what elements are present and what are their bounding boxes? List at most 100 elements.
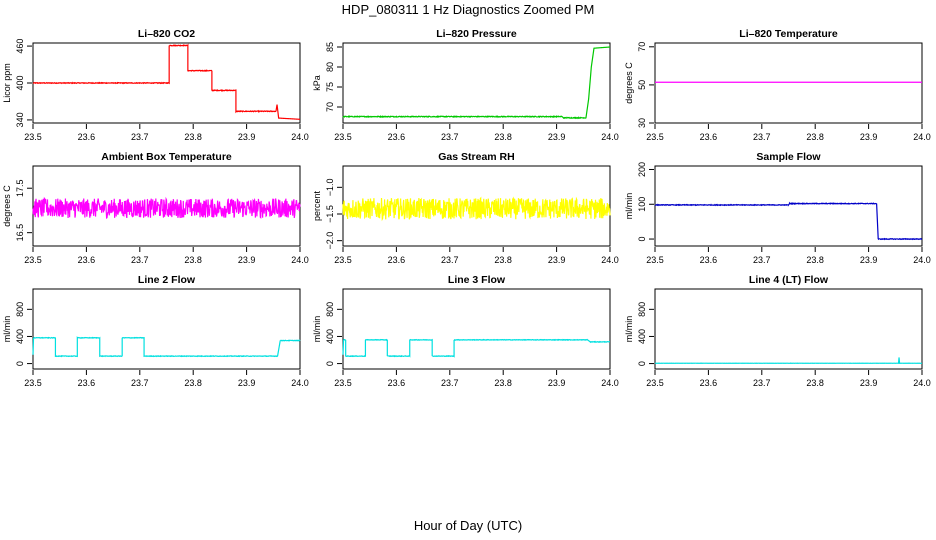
x-tick-label: 23.5 bbox=[334, 132, 352, 142]
y-tick-label: 80 bbox=[325, 62, 335, 72]
chart-panel-1: Li–820 CO2 Licor ppm 23.5 23.6 23.7 23.8 23.9 2… bbox=[2, 28, 309, 142]
x-tick-label: 23.6 bbox=[700, 378, 718, 388]
x-tick-label: 23.6 bbox=[78, 132, 96, 142]
x-tick-label: 23.6 bbox=[388, 378, 406, 388]
plot-frame bbox=[32, 288, 301, 370]
x-tick-label: 24.0 bbox=[601, 378, 619, 388]
y-axis-label: ml/min bbox=[624, 193, 634, 220]
y-tick-label: −1.5 bbox=[325, 205, 335, 223]
x-tick-label: 23.8 bbox=[806, 255, 824, 265]
x-tick-label: 23.6 bbox=[78, 255, 96, 265]
y-tick-label: 70 bbox=[325, 102, 335, 112]
data-series-line bbox=[32, 336, 301, 358]
y-tick-label: 0 bbox=[637, 237, 647, 242]
x-tick-label: 23.9 bbox=[548, 132, 566, 142]
x-tick-label: 23.6 bbox=[78, 378, 96, 388]
x-tick-label: 23.5 bbox=[24, 255, 42, 265]
panel-title: Line 3 Flow bbox=[448, 274, 506, 286]
y-tick-label: 50 bbox=[637, 80, 647, 90]
y-tick-label: −1.0 bbox=[325, 178, 335, 196]
x-tick-label: 23.8 bbox=[184, 132, 202, 142]
y-axis-label: degrees C bbox=[2, 185, 12, 227]
plot-frame bbox=[654, 165, 923, 247]
y-tick-label: −2.0 bbox=[325, 232, 335, 250]
chart-panel-4: Ambient Box Temperature degrees C 23.5 23.6… bbox=[2, 151, 309, 265]
y-tick-label: 400 bbox=[15, 75, 25, 90]
figure-title: HDP_080311 1 Hz Diagnostics Zoomed PM bbox=[341, 2, 595, 17]
data-series-line bbox=[32, 43, 301, 120]
chart-panel-3: Li–820 Temperature degrees C 23.5 23.6 23.7 2… bbox=[624, 28, 931, 142]
x-tick-label: 23.7 bbox=[441, 255, 459, 265]
data-series-line bbox=[32, 196, 301, 219]
x-tick-label: 23.5 bbox=[334, 255, 352, 265]
x-tick-label: 24.0 bbox=[291, 255, 309, 265]
y-axis-label: Licor ppm bbox=[2, 63, 12, 103]
y-axis-label: degrees C bbox=[624, 62, 634, 104]
y-tick-label: 200 bbox=[637, 162, 647, 177]
y-tick-label: 400 bbox=[325, 329, 335, 344]
plot-frame bbox=[654, 42, 923, 124]
y-tick-label: 800 bbox=[325, 302, 335, 317]
data-series-line bbox=[654, 201, 923, 241]
x-tick-label: 23.7 bbox=[753, 132, 771, 142]
y-tick-label: 100 bbox=[637, 197, 647, 212]
x-tick-label: 23.7 bbox=[753, 378, 771, 388]
y-tick-label: 400 bbox=[637, 329, 647, 344]
y-tick-label: 400 bbox=[15, 329, 25, 344]
x-tick-label: 23.8 bbox=[806, 132, 824, 142]
y-tick-label: 16.5 bbox=[15, 224, 25, 242]
panel-title: Gas Stream RH bbox=[438, 151, 514, 163]
chart-panel-5: Gas Stream RH percent 23.5 23.6 23.7 23.8 23.9… bbox=[312, 151, 619, 265]
x-tick-label: 23.9 bbox=[238, 378, 256, 388]
plot-frame bbox=[342, 42, 611, 124]
chart-panel-7: Line 2 Flow ml/min 23.5 23.6 23.7 23.8 23.9 24.… bbox=[2, 274, 309, 388]
x-tick-label: 24.0 bbox=[601, 255, 619, 265]
x-tick-label: 24.0 bbox=[913, 378, 931, 388]
x-tick-label: 23.5 bbox=[646, 255, 664, 265]
x-tick-label: 23.9 bbox=[238, 255, 256, 265]
y-tick-label: 800 bbox=[637, 302, 647, 317]
x-tick-label: 23.6 bbox=[388, 132, 406, 142]
x-tick-label: 23.5 bbox=[24, 132, 42, 142]
x-tick-label: 23.5 bbox=[334, 378, 352, 388]
x-tick-label: 23.6 bbox=[388, 255, 406, 265]
x-tick-label: 24.0 bbox=[913, 132, 931, 142]
panel-title: Li–820 Temperature bbox=[739, 28, 838, 40]
x-tick-label: 23.5 bbox=[646, 378, 664, 388]
plot-frame bbox=[342, 288, 611, 370]
chart-panel-6: Sample Flow ml/min 23.5 23.6 23.7 23.8 23.9 24.… bbox=[624, 151, 931, 265]
x-tick-label: 23.6 bbox=[700, 132, 718, 142]
x-tick-label: 23.8 bbox=[494, 132, 512, 142]
data-series-line bbox=[342, 46, 611, 120]
panel-title: Ambient Box Temperature bbox=[101, 151, 232, 163]
x-tick-label: 23.7 bbox=[131, 132, 149, 142]
x-tick-label: 23.7 bbox=[441, 378, 459, 388]
x-tick-label: 23.9 bbox=[860, 255, 878, 265]
data-series-line bbox=[342, 338, 611, 358]
y-axis-label: ml/min bbox=[2, 316, 12, 343]
x-tick-label: 23.9 bbox=[548, 255, 566, 265]
y-tick-label: 85 bbox=[325, 42, 335, 52]
x-tick-label: 23.9 bbox=[238, 132, 256, 142]
y-tick-label: 75 bbox=[325, 82, 335, 92]
x-tick-label: 23.9 bbox=[860, 378, 878, 388]
panel-title: Line 4 (LT) Flow bbox=[749, 274, 829, 286]
x-tick-label: 23.7 bbox=[131, 378, 149, 388]
x-tick-label: 23.8 bbox=[494, 255, 512, 265]
data-series-line bbox=[654, 357, 923, 365]
panel-title: Sample Flow bbox=[756, 151, 821, 163]
y-axis-label: ml/min bbox=[624, 316, 634, 343]
y-tick-label: 460 bbox=[15, 39, 25, 54]
x-tick-label: 23.8 bbox=[494, 378, 512, 388]
x-tick-label: 24.0 bbox=[913, 255, 931, 265]
x-tick-label: 23.7 bbox=[441, 132, 459, 142]
x-tick-label: 23.7 bbox=[131, 255, 149, 265]
x-tick-label: 23.9 bbox=[548, 378, 566, 388]
y-tick-label: 800 bbox=[15, 302, 25, 317]
y-tick-label: 70 bbox=[637, 42, 647, 52]
x-tick-label: 23.5 bbox=[24, 378, 42, 388]
y-axis-label: percent bbox=[312, 190, 322, 221]
y-tick-label: 17.5 bbox=[15, 179, 25, 197]
y-axis-label: kPa bbox=[312, 75, 322, 91]
x-tick-label: 23.8 bbox=[184, 378, 202, 388]
